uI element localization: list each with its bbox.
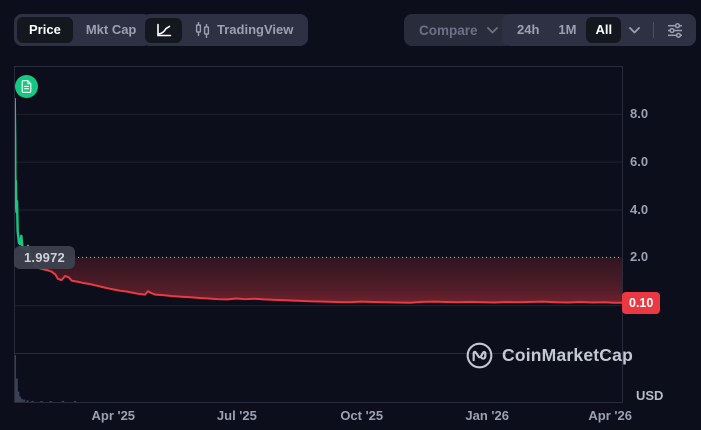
range-1m-button[interactable]: 1M <box>558 22 577 37</box>
y-tick-label: 6.0 <box>630 153 649 169</box>
tab-line-chart[interactable] <box>145 17 182 43</box>
x-tick-label: Oct '25 <box>340 408 384 423</box>
metric-toggle-group: Price Mkt Cap <box>14 14 152 46</box>
tradingview-label: TradingView <box>217 22 294 37</box>
range-more-button[interactable] <box>622 22 647 39</box>
chevron-down-icon <box>486 26 498 34</box>
current-price-badge: 0.10 <box>622 292 661 314</box>
tab-mktcap[interactable]: Mkt Cap <box>85 22 137 37</box>
compare-button[interactable]: Compare <box>404 14 513 46</box>
x-tick-label: Jul '25 <box>216 408 257 423</box>
watermark: CoinMarketCap <box>466 342 633 369</box>
price-chart-plot[interactable] <box>14 66 623 403</box>
chart-type-group: TradingView <box>142 14 309 46</box>
time-range-group: 24h 1M All <box>502 14 697 46</box>
baseline-price-label: 1.9972 <box>14 246 75 269</box>
y-tick-label: 2.0 <box>630 249 649 265</box>
y-tick-label: 8.0 <box>630 105 649 121</box>
toolbar-divider <box>653 22 655 38</box>
compare-label: Compare <box>419 22 478 38</box>
document-icon <box>21 80 32 93</box>
y-tick-label: 4.0 <box>630 201 649 217</box>
tab-tradingview[interactable]: TradingView <box>183 16 305 44</box>
usd-unit-label: USD <box>636 388 664 403</box>
chevron-down-icon <box>629 26 640 34</box>
coinmarketcap-logo-icon <box>466 342 493 369</box>
chart-settings-button[interactable] <box>660 18 690 43</box>
event-marker[interactable] <box>15 75 38 98</box>
watermark-text: CoinMarketCap <box>502 345 633 365</box>
x-tick-label: Apr '26 <box>588 408 632 423</box>
tab-price[interactable]: Price <box>17 17 73 43</box>
sliders-icon <box>667 22 683 38</box>
x-tick-label: Apr '25 <box>91 408 136 423</box>
candlestick-icon <box>195 21 210 39</box>
range-all-button[interactable]: All <box>586 17 622 43</box>
range-24h-button[interactable]: 24h <box>517 22 540 37</box>
line-chart-icon <box>155 23 172 38</box>
x-tick-label: Jan '26 <box>465 408 509 423</box>
